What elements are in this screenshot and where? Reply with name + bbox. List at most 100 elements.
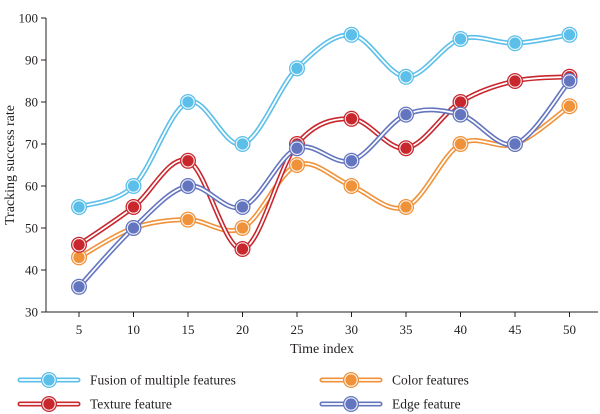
data-point (507, 136, 523, 152)
data-point-outer (180, 178, 196, 194)
data-point-ring (399, 200, 413, 214)
legend-swatch-ring (42, 397, 56, 411)
data-point-outer (343, 26, 360, 43)
legend-swatch-marker (343, 396, 359, 412)
data-point (125, 199, 142, 215)
data-point-outer (234, 220, 251, 236)
data-point-outer (561, 26, 578, 43)
x-tick-label: 10 (127, 322, 140, 337)
legend-swatch-marker (343, 372, 359, 388)
data-point-ring (399, 107, 413, 122)
x-tick-label: 30 (345, 322, 358, 337)
y-tick-label: 80 (25, 95, 38, 110)
data-point-ring (344, 28, 359, 42)
data-point (125, 220, 142, 236)
legend: Fusion of multiple features Color feature… (17, 372, 469, 412)
data-point-outer (398, 106, 414, 123)
y-tick-label: 100 (19, 11, 39, 26)
x-tick-label: 50 (563, 322, 576, 337)
data-point (343, 110, 360, 127)
data-point-outer (507, 73, 523, 89)
data-point-outer (452, 136, 469, 152)
data-point-outer (507, 35, 523, 52)
data-point-ring (453, 32, 468, 46)
data-point-ring (72, 238, 86, 252)
data-point (561, 73, 578, 89)
data-point-outer (398, 199, 414, 215)
legend-label: Color features (392, 373, 469, 388)
x-tick-label: 25 (291, 322, 304, 337)
data-point (71, 278, 87, 295)
data-point-outer (343, 110, 360, 127)
data-point-outer (234, 241, 251, 257)
data-point (452, 136, 469, 152)
data-point-ring (562, 28, 577, 42)
legend-label: Texture feature (90, 397, 172, 412)
y-tick-label: 30 (25, 305, 38, 320)
data-point-ring (235, 200, 250, 214)
data-point-ring (72, 280, 86, 294)
data-point (180, 211, 196, 228)
series-line-inner (78, 105, 571, 259)
data-point (398, 140, 414, 157)
data-point-ring (181, 179, 195, 193)
legend-item: Edge feature (319, 396, 461, 412)
data-point-outer (125, 220, 142, 236)
x-tick-label: 15 (182, 322, 195, 337)
x-tick-label: 35 (400, 322, 413, 337)
data-point (234, 241, 251, 257)
data-point-outer (452, 106, 469, 123)
data-point (398, 106, 414, 123)
data-point (561, 98, 578, 115)
legend-item: Color features (319, 372, 469, 388)
data-point-ring (181, 154, 195, 168)
data-point (289, 157, 305, 173)
data-point-ring (181, 212, 195, 227)
data-point-ring (344, 154, 359, 168)
data-point-outer (180, 94, 196, 110)
data-point (234, 220, 251, 236)
data-point (398, 68, 414, 85)
data-point-ring (508, 137, 522, 151)
data-point (452, 31, 469, 47)
data-point (234, 136, 251, 152)
data-point-ring (235, 242, 250, 256)
series-line-inner (78, 33, 571, 208)
legend-label: Fusion of multiple features (90, 373, 236, 388)
data-point-ring (399, 141, 413, 155)
legend-swatch-marker (41, 396, 57, 412)
data-point-ring (126, 179, 141, 193)
x-axis-ticks: 5 10 15 20 25 30 35 40 45 50 (76, 312, 576, 337)
data-point-outer (343, 178, 360, 194)
data-point (343, 26, 360, 43)
y-axis-ticks: 30 40 50 60 70 80 90 100 (19, 11, 46, 320)
data-point (289, 140, 305, 157)
data-point-outer (180, 211, 196, 228)
data-point (71, 199, 87, 215)
legend-item: Texture feature (17, 396, 172, 412)
data-point (125, 178, 142, 194)
data-point-outer (507, 136, 523, 152)
data-point-ring (508, 36, 522, 50)
y-axis-label: Tracking success rate (3, 105, 18, 225)
data-point-outer (398, 68, 414, 85)
axes (45, 18, 598, 313)
data-point-outer (71, 199, 87, 215)
data-point-ring (235, 221, 250, 235)
data-point-ring (72, 200, 86, 214)
data-point-outer (180, 152, 196, 169)
y-tick-label: 40 (25, 263, 38, 278)
legend-swatch-ring (42, 373, 56, 387)
legend-label: Edge feature (392, 397, 461, 412)
data-point-ring (181, 95, 195, 109)
data-point-outer (289, 157, 305, 173)
data-point (234, 199, 251, 215)
data-point-outer (452, 31, 469, 47)
data-point-outer (71, 236, 87, 253)
data-point (343, 152, 360, 169)
series-line-outer (76, 103, 572, 260)
data-point-outer (343, 152, 360, 169)
data-point-outer (561, 98, 578, 115)
y-tick-label: 90 (25, 53, 38, 68)
